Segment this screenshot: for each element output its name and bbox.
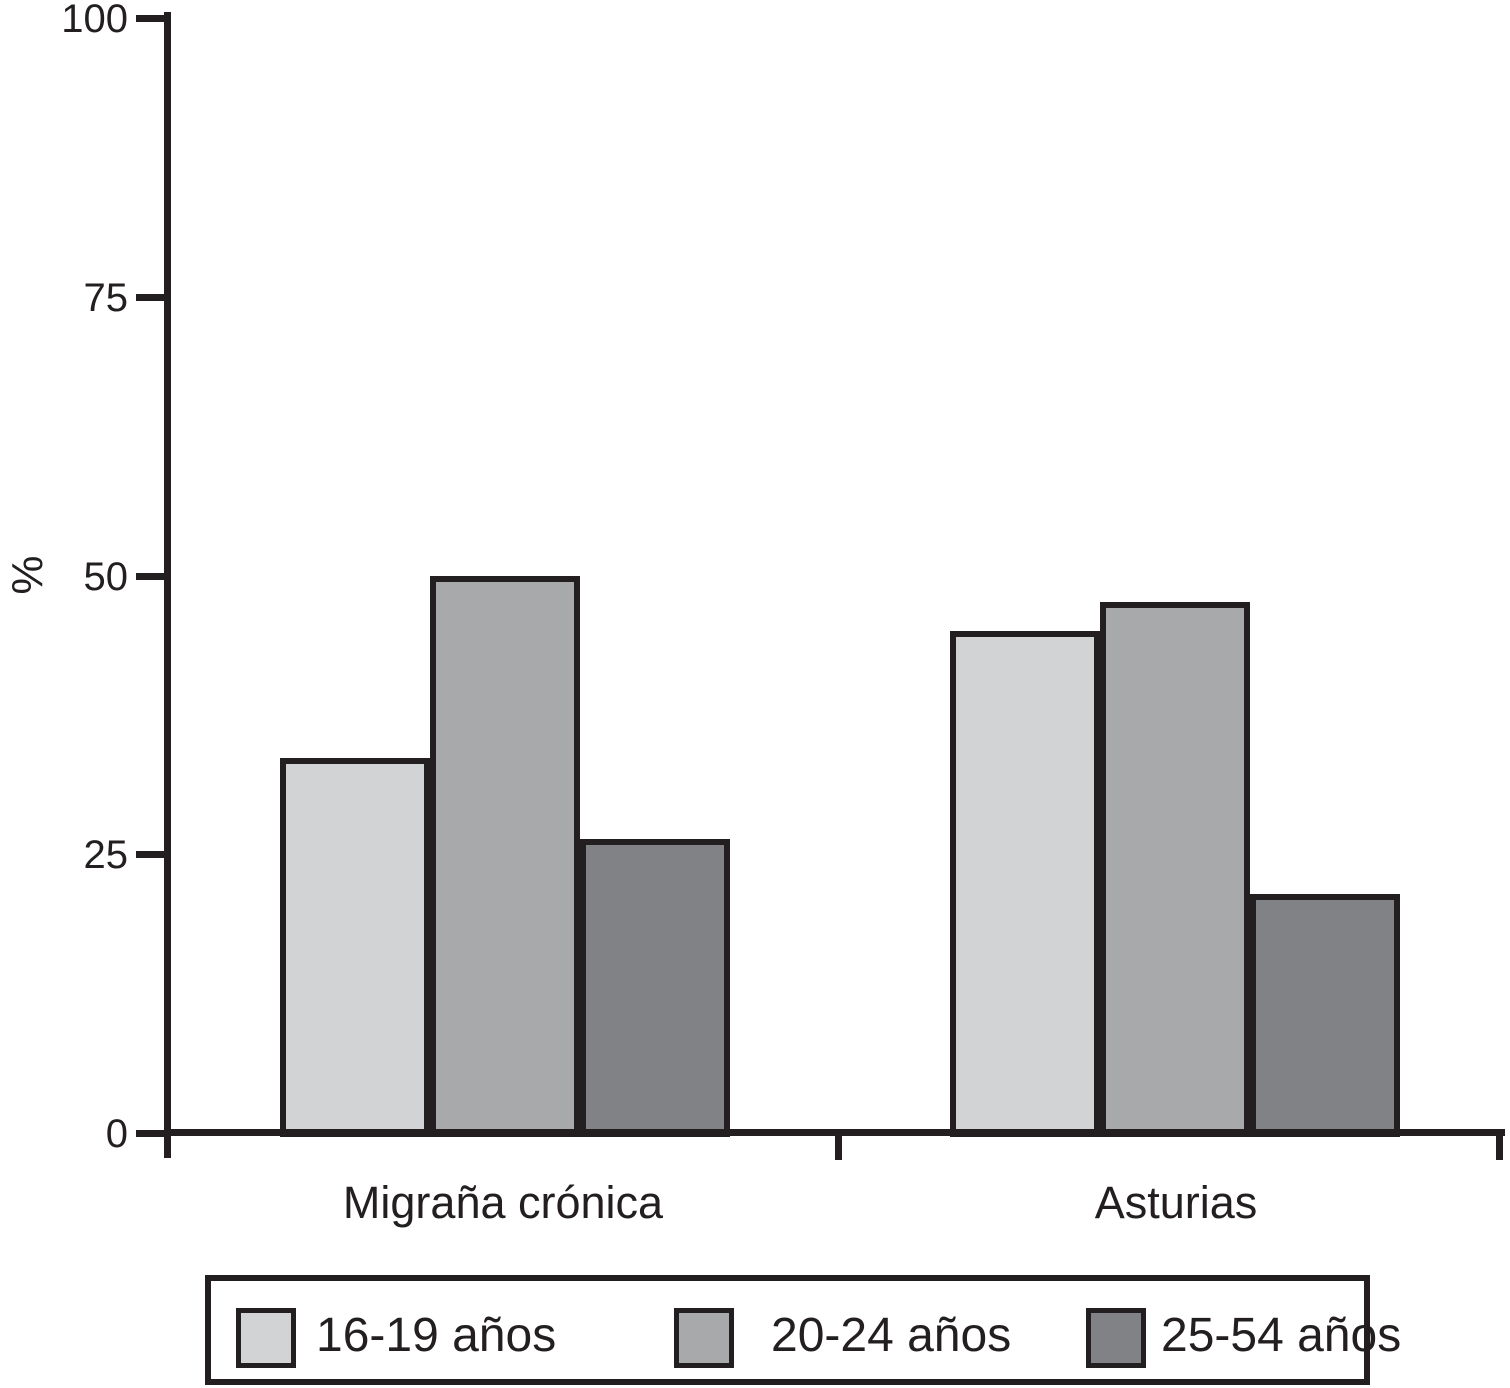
legend-label-16-19-años: 16-19 años <box>316 1309 557 1362</box>
y-tick-label: 0 <box>105 1112 128 1156</box>
legend-swatch-20-24-años <box>674 1308 734 1368</box>
y-tick-label: 75 <box>83 276 129 320</box>
category-label-migrana-cronica: Migraña crónica <box>342 1177 664 1228</box>
bar-asturias-25-54-años <box>1250 894 1400 1137</box>
y-tick <box>136 1130 164 1137</box>
legend-swatch-25-54-años <box>1086 1308 1146 1368</box>
legend-label-20-24-años: 20-24 años <box>771 1309 1012 1362</box>
legend-label-25-54-años: 25-54 años <box>1161 1309 1402 1362</box>
y-tick <box>136 573 164 580</box>
x-tick <box>1496 1129 1503 1160</box>
y-tick <box>136 294 164 301</box>
y-axis-line <box>164 12 171 1158</box>
y-tick-label: 100 <box>61 0 128 41</box>
y-tick-label: 50 <box>83 555 129 599</box>
bar-migraña-crónica-25-54-años <box>580 839 730 1137</box>
legend: 16-19 años 20-24 años 25-54 años <box>205 1275 1401 1385</box>
bar-migraña-crónica-16-19-años <box>280 758 430 1137</box>
legend-swatch-16-19-años <box>236 1308 296 1368</box>
x-tick <box>835 1129 842 1160</box>
y-tick <box>136 851 164 858</box>
y-tick-label: 25 <box>83 833 129 877</box>
x-axis-line <box>164 1129 1505 1136</box>
category-label-asturias: Asturias <box>1094 1177 1258 1228</box>
bar-asturias-20-24-años <box>1100 602 1250 1137</box>
y-tick <box>136 15 164 22</box>
bar-asturias-16-19-años <box>950 631 1100 1137</box>
bar-migraña-crónica-20-24-años <box>430 576 580 1137</box>
